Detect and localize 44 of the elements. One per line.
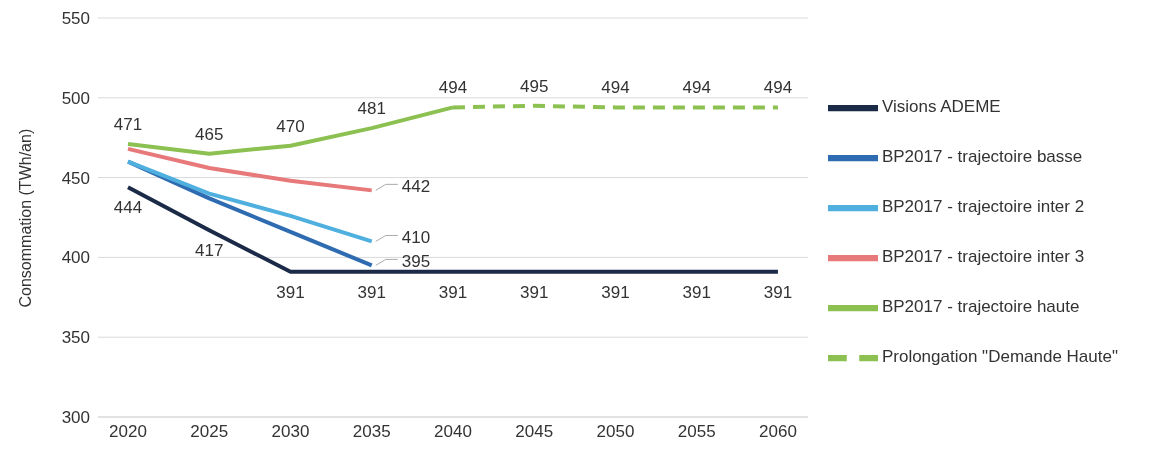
data-label: 391 [276, 282, 305, 302]
line-series [126, 146, 374, 193]
x-tick-label: 2060 [759, 422, 797, 442]
data-label: 417 [195, 241, 224, 261]
x-tick-label: 2020 [109, 422, 147, 442]
data-label: 481 [357, 99, 386, 119]
y-tick-label: 500 [61, 88, 90, 108]
y-axis-title: Consommation (TWh/an) [16, 128, 34, 308]
data-label: 444 [113, 198, 143, 218]
y-tick-label: 550 [61, 9, 90, 29]
data-label: 391 [357, 282, 386, 302]
legend-label: Prolongation "Demande Haute" [881, 347, 1118, 367]
x-tick-label: 2025 [190, 422, 229, 442]
data-label: 494 [763, 78, 793, 98]
legend-label: BP2017 - trajectoire basse [881, 147, 1083, 167]
y-tick-label: 400 [61, 248, 90, 268]
legend-label: BP2017 - trajectoire inter 2 [881, 197, 1085, 217]
data-label: 494 [682, 78, 711, 98]
data-label: 410 [401, 228, 431, 248]
data-label: 395 [401, 252, 431, 272]
x-tick-label: 2035 [352, 422, 391, 442]
data-label: 391 [763, 282, 793, 302]
data-label: 442 [401, 177, 431, 197]
x-tick-label: 2050 [596, 422, 635, 442]
y-tick-label: 450 [61, 168, 90, 188]
legend-label: Visions ADEME [881, 97, 1001, 117]
data-label: 471 [113, 115, 143, 135]
data-label: 465 [195, 124, 224, 144]
data-label: 391 [682, 282, 711, 302]
y-tick-label: 350 [61, 328, 90, 348]
data-label: 470 [276, 116, 305, 136]
x-tick-label: 2030 [271, 422, 310, 442]
data-label: 391 [601, 282, 630, 302]
x-tick-label: 2055 [677, 422, 716, 442]
data-label: 391 [438, 282, 468, 302]
data-label: 494 [438, 78, 468, 98]
data-label: 494 [601, 78, 630, 98]
legend-label: BP2017 - trajectoire inter 3 [881, 247, 1085, 267]
x-tick-label: 2040 [434, 422, 472, 442]
x-tick-label: 2045 [515, 422, 554, 442]
legend-label: BP2017 - trajectoire haute [881, 297, 1080, 317]
y-tick-label: 300 [61, 408, 90, 428]
data-label: 391 [520, 282, 549, 302]
data-label: 495 [520, 76, 549, 96]
